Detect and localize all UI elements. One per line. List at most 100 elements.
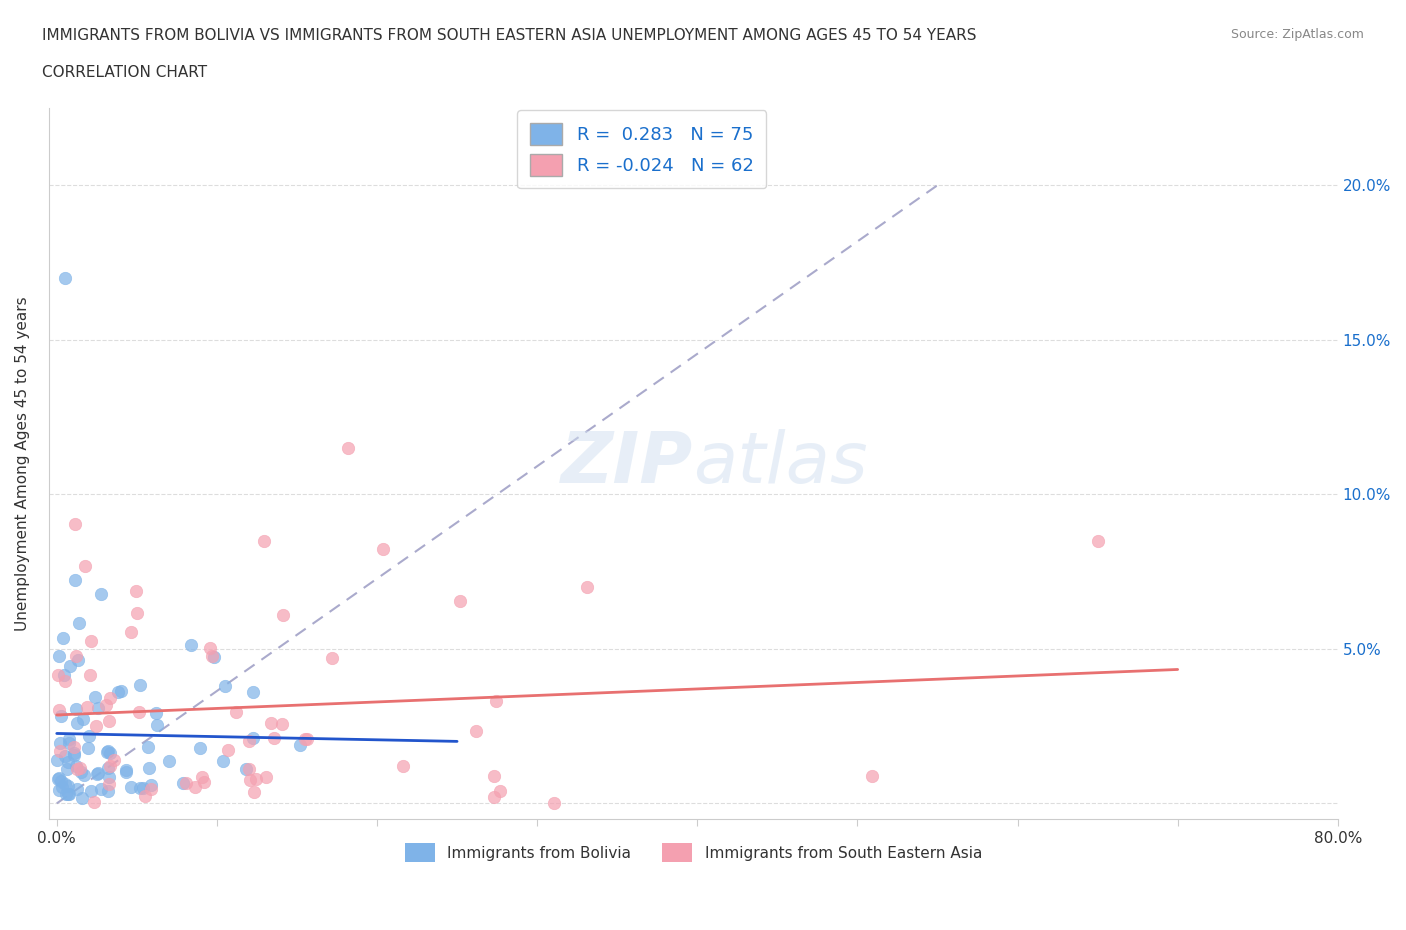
Point [254,770,277,785]
Point [295,732,318,747]
Legend: Immigrants from Bolivia, Immigrants from South Eastern Asia: Immigrants from Bolivia, Immigrants from… [398,837,988,868]
Point [90,782,112,797]
Point [53,749,76,764]
Point [48,648,70,663]
Point [70,764,93,779]
Point [86,719,108,734]
Point [72,790,94,805]
Point [48,702,70,717]
Point [87,766,110,781]
Point [80,784,103,799]
Point [139,781,162,796]
Text: Source: ZipAtlas.com: Source: ZipAtlas.com [1230,28,1364,41]
Point [464,724,486,738]
Point [120,779,142,794]
Point [125,606,148,621]
Point [58,786,80,801]
Point [63,748,86,763]
Point [336,441,359,456]
Point [146,718,169,733]
Point [55,787,77,802]
Point [132,780,155,795]
Point [212,754,235,769]
Point [65,573,87,588]
Point [56,762,79,777]
Y-axis label: Unemployment Among Ages 45 to 54 years: Unemployment Among Ages 45 to 54 years [15,296,30,631]
Point [449,594,471,609]
Text: CORRELATION CHART: CORRELATION CHART [42,65,207,80]
Text: ZIP: ZIP [561,429,693,498]
Point [482,768,505,783]
Point [489,783,512,798]
Point [58,778,80,793]
Point [66,653,89,668]
Point [73,767,96,782]
Point [48,783,70,798]
Point [225,704,247,719]
Point [98,746,121,761]
Point [193,775,215,790]
Point [145,706,167,721]
Point [53,673,76,688]
Point [77,729,100,744]
Point [180,637,202,652]
Point [321,651,343,666]
Point [62,739,84,754]
Point [53,668,76,683]
Point [97,784,120,799]
Point [128,780,150,795]
Point [97,713,120,728]
Text: atlas: atlas [693,429,868,498]
Point [288,737,311,752]
Point [98,759,121,774]
Point [238,762,260,777]
Point [107,684,129,699]
Point [485,694,508,709]
Point [51,779,73,794]
Point [129,678,152,693]
Point [53,271,76,286]
Point [66,782,89,797]
Point [69,761,91,776]
Point [576,580,599,595]
Point [90,586,112,601]
Point [201,648,224,663]
Point [86,766,108,781]
Point [202,649,225,664]
Point [72,711,94,726]
Point [79,634,101,649]
Point [1087,533,1109,548]
Point [260,716,283,731]
Point [253,534,276,549]
Point [183,779,205,794]
Point [271,717,294,732]
Point [87,701,110,716]
Point [58,732,80,747]
Point [238,734,260,749]
Point [190,769,212,784]
Point [96,744,118,759]
Point [46,752,69,767]
Point [46,668,69,683]
Point [860,769,883,784]
Point [110,684,132,698]
Point [294,732,316,747]
Point [271,608,294,623]
Point [51,631,73,645]
Point [66,715,89,730]
Point [120,624,142,639]
Point [97,744,120,759]
Point [56,755,79,770]
Point [239,773,262,788]
Point [245,771,267,786]
Point [482,790,505,804]
Point [65,649,87,664]
Point [49,773,72,788]
Point [188,740,211,755]
Point [66,762,89,777]
Point [63,517,86,532]
Point [53,777,76,791]
Point [114,765,136,780]
Point [128,704,150,719]
Point [243,785,266,800]
